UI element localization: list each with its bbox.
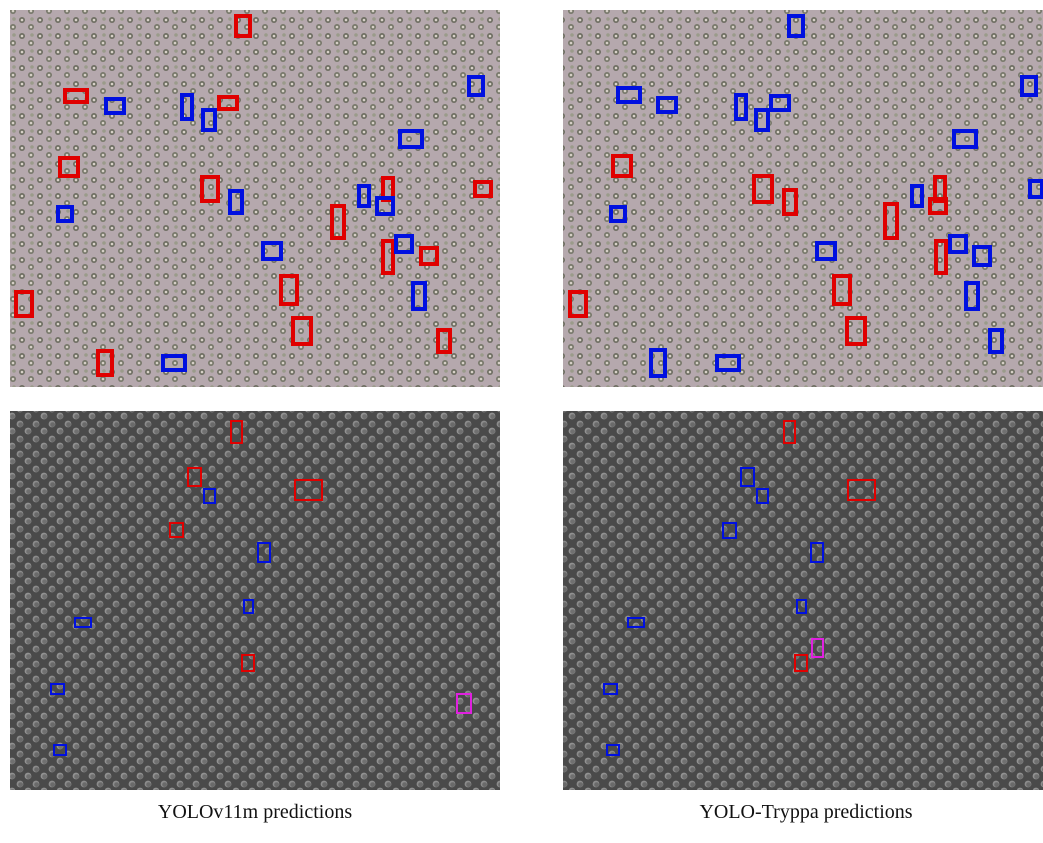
caption: YOLO-Tryppa predictions <box>699 801 912 823</box>
bottom-right-image <box>563 411 1043 790</box>
top-left-image <box>10 10 500 387</box>
top-right-image <box>563 10 1043 387</box>
bottom-left-image <box>10 411 500 790</box>
caption: YOLOv11m predictions <box>158 801 352 823</box>
